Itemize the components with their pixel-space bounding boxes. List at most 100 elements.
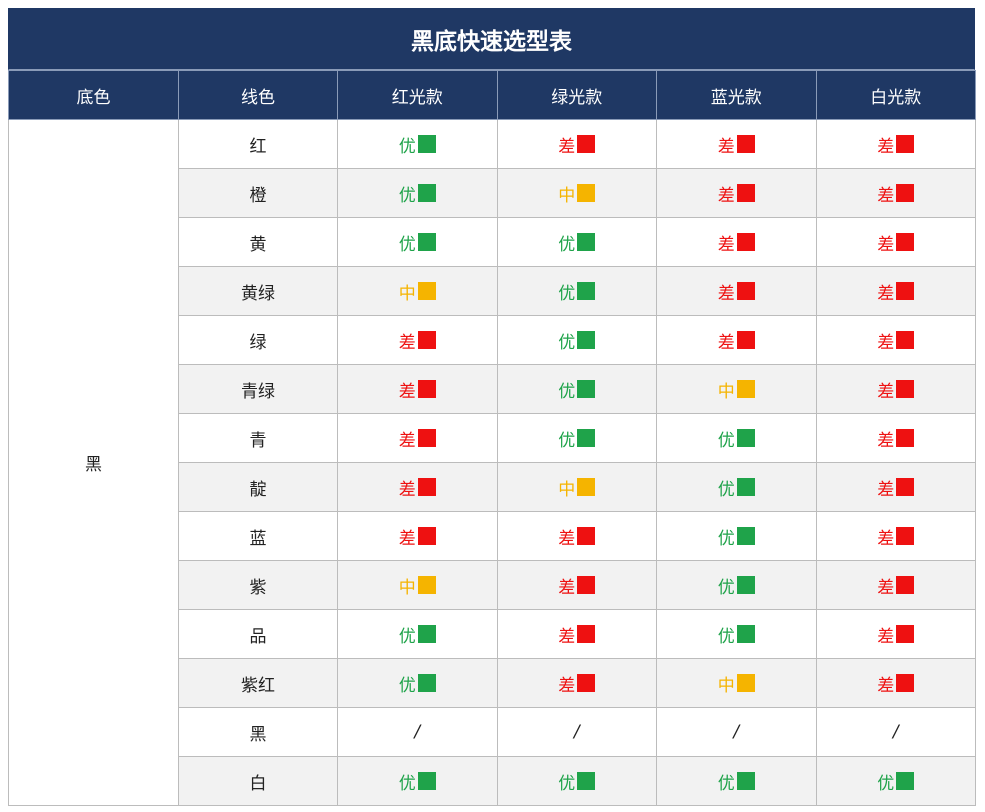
rating-badge: 优 (399, 230, 436, 255)
rating-text: 差 (558, 528, 576, 549)
rating-square-icon (417, 674, 436, 692)
rating-badge: 优 (718, 573, 755, 598)
rating-square-icon (577, 135, 596, 153)
rating-badge: 优 (399, 132, 436, 157)
rating-cell: 优 (656, 756, 817, 806)
rating-badge: 差 (558, 524, 596, 549)
rating-cell: 优 (496, 413, 657, 463)
header-base-color: 底色 (8, 70, 179, 120)
rating-square-icon (417, 331, 436, 349)
rating-square-icon (736, 135, 755, 153)
rating-text: 差 (877, 234, 895, 255)
rating-text: 优 (398, 136, 416, 157)
selection-table: 底色 线色 红光款 绿光款 蓝光款 白光款 黑红优差差差橙优中差差黄优优差差黄绿… (8, 70, 976, 806)
rating-text: 优 (558, 381, 576, 402)
rating-text: 优 (558, 332, 576, 353)
rating-text: 优 (558, 773, 576, 794)
line-color-cell: 青绿 (178, 364, 338, 414)
rating-badge: 优 (718, 769, 755, 794)
rating-text: 差 (877, 136, 895, 157)
rating-text: 中 (717, 675, 735, 696)
rating-text: 优 (717, 626, 735, 647)
table-title: 黑底快速选型表 (8, 8, 975, 70)
rating-cell: 差 (656, 119, 817, 169)
rating-cell: 优 (337, 658, 498, 708)
rating-text: 差 (398, 430, 416, 451)
rating-badge: 优 (558, 426, 596, 451)
rating-badge: 差 (558, 671, 596, 696)
rating-square-icon (736, 478, 755, 496)
rating-cell: 优 (496, 364, 657, 414)
rating-cell: 差 (496, 609, 657, 659)
rating-cell: 差 (337, 462, 498, 512)
rating-badge: 差 (877, 573, 915, 598)
rating-cell: 优 (337, 217, 498, 267)
rating-square-icon (577, 380, 596, 398)
rating-text: 优 (558, 283, 576, 304)
rating-badge: 优 (399, 769, 436, 794)
rating-square-icon (736, 429, 755, 447)
rating-text: 差 (877, 675, 895, 696)
rating-cell: / (337, 707, 498, 757)
rating-square-icon (896, 135, 915, 153)
rating-square-icon (577, 674, 596, 692)
rating-badge: 差 (399, 475, 436, 500)
rating-cell: 差 (337, 413, 498, 463)
rating-cell: 中 (656, 658, 817, 708)
rating-badge: 中 (718, 377, 755, 402)
rating-square-icon (896, 380, 915, 398)
rating-text: 中 (717, 381, 735, 402)
table-row: 蓝差差优差 (9, 511, 976, 561)
rating-square-icon (736, 233, 755, 251)
rating-cell: 差 (815, 364, 976, 414)
not-applicable-text: / (573, 722, 580, 742)
rating-cell: 优 (656, 511, 817, 561)
rating-cell: 差 (496, 119, 657, 169)
rating-text: 差 (877, 528, 895, 549)
rating-cell: / (815, 707, 976, 757)
rating-square-icon (896, 527, 915, 545)
line-color-cell: 绿 (178, 315, 338, 365)
rating-text: 中 (558, 185, 576, 206)
rating-text: 优 (398, 773, 416, 794)
rating-badge: 优 (399, 671, 436, 696)
rating-square-icon (736, 282, 755, 300)
rating-cell: 优 (337, 609, 498, 659)
table-row: 橙优中差差 (9, 168, 976, 218)
rating-square-icon (417, 282, 436, 300)
rating-text: 差 (398, 479, 416, 500)
base-color-cell: 黑 (8, 119, 179, 806)
not-applicable-text: / (414, 722, 421, 742)
rating-square-icon (417, 429, 436, 447)
rating-badge: 差 (399, 426, 436, 451)
rating-badge: 差 (877, 622, 915, 647)
rating-square-icon (577, 625, 596, 643)
rating-square-icon (896, 233, 915, 251)
rating-text: 差 (877, 430, 895, 451)
rating-badge: 差 (877, 475, 915, 500)
rating-badge: 差 (718, 328, 755, 353)
rating-square-icon (896, 625, 915, 643)
rating-text: 优 (717, 773, 735, 794)
rating-cell: 差 (656, 315, 817, 365)
line-color-cell: 青 (178, 413, 338, 463)
rating-square-icon (896, 478, 915, 496)
rating-cell: 差 (337, 315, 498, 365)
rating-cell: 差 (656, 266, 817, 316)
rating-square-icon (577, 233, 596, 251)
rating-square-icon (577, 331, 596, 349)
rating-square-icon (577, 184, 596, 202)
rating-text: 中 (558, 479, 576, 500)
rating-cell: 差 (815, 413, 976, 463)
rating-badge: 优 (718, 475, 755, 500)
rating-square-icon (896, 772, 915, 790)
rating-text: 优 (398, 626, 416, 647)
rating-square-icon (896, 331, 915, 349)
rating-text: 差 (877, 185, 895, 206)
rating-cell: 差 (337, 364, 498, 414)
rating-badge: 优 (718, 622, 755, 647)
line-color-cell: 靛 (178, 462, 338, 512)
rating-text: 中 (398, 283, 416, 304)
table-row: 青差优优差 (9, 413, 976, 463)
rating-cell: 优 (496, 266, 657, 316)
